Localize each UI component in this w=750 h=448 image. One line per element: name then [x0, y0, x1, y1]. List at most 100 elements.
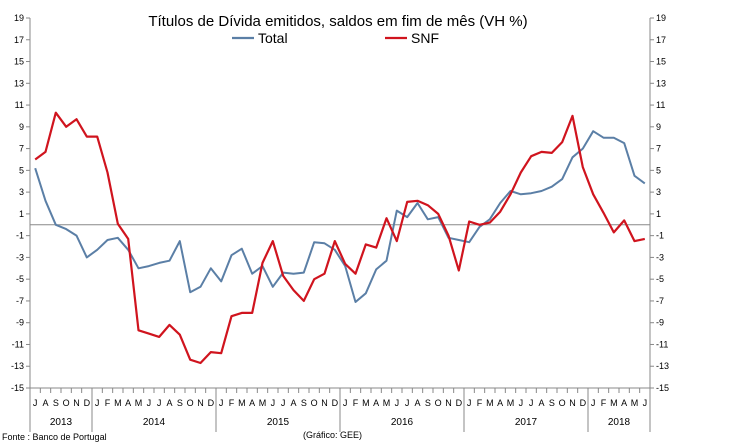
month-label: F: [477, 398, 483, 408]
right-tick-label: -7: [656, 296, 664, 306]
month-label: M: [238, 398, 246, 408]
month-label: J: [147, 398, 152, 408]
month-label: A: [497, 398, 503, 408]
month-label: O: [311, 398, 318, 408]
series-line-total: [34, 130, 646, 303]
left-tick-label: -5: [16, 274, 24, 284]
month-label: M: [486, 398, 494, 408]
left-tick-label: 15: [14, 57, 24, 67]
left-tick-label: -9: [16, 318, 24, 328]
month-label: A: [125, 398, 131, 408]
month-label: F: [105, 398, 111, 408]
right-tick-label: -9: [656, 318, 664, 328]
left-tick-label: 13: [14, 78, 24, 88]
month-label: A: [538, 398, 544, 408]
month-label: M: [383, 398, 391, 408]
right-tick-label: -3: [656, 252, 664, 262]
right-tick-label: -13: [656, 361, 669, 371]
month-label: M: [135, 398, 143, 408]
month-label: M: [362, 398, 370, 408]
left-tick-label: 1: [19, 209, 24, 219]
legend-label-snf: SNF: [411, 30, 439, 46]
month-label: J: [519, 398, 524, 408]
right-tick-label: 17: [656, 35, 666, 45]
month-label: N: [445, 398, 452, 408]
right-tick-label: 7: [656, 144, 661, 154]
month-label: D: [208, 398, 215, 408]
month-label: J: [271, 398, 276, 408]
right-tick-label: 11: [656, 100, 665, 110]
month-label: N: [197, 398, 204, 408]
month-label: M: [507, 398, 515, 408]
month-label: N: [73, 398, 80, 408]
source-note: Fonte : Banco de Portugal: [2, 432, 107, 442]
right-tick-label: -11: [656, 339, 668, 349]
year-label: 2015: [267, 417, 290, 428]
right-tick-label: 15: [656, 57, 666, 67]
month-label: F: [601, 398, 607, 408]
month-label: O: [187, 398, 194, 408]
month-label: J: [405, 398, 410, 408]
month-label: O: [63, 398, 70, 408]
month-label: M: [631, 398, 639, 408]
month-label: M: [610, 398, 618, 408]
left-tick-label: -1: [16, 231, 24, 241]
left-tick-label: 19: [14, 13, 24, 23]
series-group: [34, 111, 646, 365]
left-tick-label: 17: [14, 35, 24, 45]
left-tick-label: 3: [19, 187, 24, 197]
month-label: J: [33, 398, 38, 408]
month-label: M: [259, 398, 267, 408]
right-tick-label: 3: [656, 187, 661, 197]
month-label: J: [467, 398, 472, 408]
month-label: J: [157, 398, 162, 408]
month-label: J: [343, 398, 348, 408]
month-label: A: [373, 398, 379, 408]
left-tick-label: -3: [16, 252, 24, 262]
credit-note: (Gráfico: GEE): [303, 430, 362, 440]
right-tick-label: -1: [656, 231, 664, 241]
chart-title: Títulos de Dívida emitidos, saldos em fi…: [148, 13, 527, 30]
right-tick-label: -5: [656, 274, 664, 284]
month-label: J: [591, 398, 596, 408]
month-label: D: [456, 398, 463, 408]
month-label: J: [643, 398, 648, 408]
month-label: S: [425, 398, 431, 408]
year-label: 2018: [608, 417, 631, 428]
month-label: A: [290, 398, 296, 408]
year-label: 2013: [50, 417, 73, 428]
year-label: 2014: [143, 417, 166, 428]
month-label: S: [301, 398, 307, 408]
month-label: J: [395, 398, 400, 408]
series-line-snf: [34, 111, 646, 365]
legend-label-total: Total: [258, 30, 288, 46]
month-label: S: [53, 398, 59, 408]
month-label: J: [281, 398, 286, 408]
year-label: 2017: [515, 417, 538, 428]
left-tick-label: 5: [19, 165, 24, 175]
month-label: N: [569, 398, 576, 408]
left-tick-label: -7: [16, 296, 24, 306]
month-label: N: [321, 398, 328, 408]
month-label: A: [42, 398, 48, 408]
month-label: O: [435, 398, 442, 408]
month-label: M: [114, 398, 122, 408]
year-label: 2016: [391, 417, 414, 428]
month-label: D: [580, 398, 587, 408]
legend: Total SNF: [232, 30, 439, 46]
left-tick-label: -11: [12, 339, 24, 349]
axes: -15 -15-13 -13-11 -11-9 -9-7 -7-5 -5-3 -3-1 -11 1…: [11, 13, 669, 432]
month-label: O: [559, 398, 566, 408]
left-tick-label: 11: [15, 100, 24, 110]
month-label: J: [95, 398, 100, 408]
month-label: S: [549, 398, 555, 408]
left-tick-label: -13: [11, 361, 24, 371]
month-label: D: [332, 398, 339, 408]
right-tick-label: 9: [656, 122, 661, 132]
left-tick-label: -15: [11, 383, 24, 393]
month-label: D: [84, 398, 91, 408]
month-label: J: [529, 398, 534, 408]
month-label: A: [621, 398, 627, 408]
month-label: F: [229, 398, 235, 408]
